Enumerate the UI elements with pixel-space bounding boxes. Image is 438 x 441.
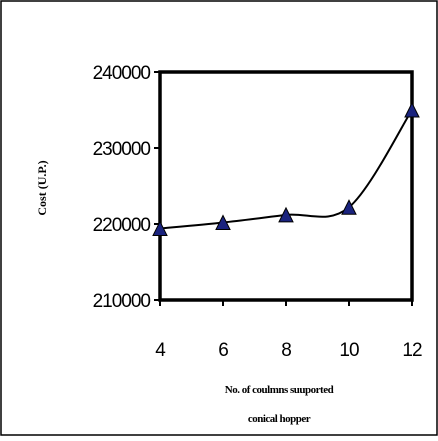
y-tick-label: 230000 <box>93 139 151 160</box>
y-tick-label: 210000 <box>93 291 151 312</box>
y-tick-label: 220000 <box>93 215 151 236</box>
y-axis-label: Cost (U.P.) <box>35 160 49 215</box>
data-point-marker <box>341 199 357 215</box>
x-axis-label-line-2: conical hopper <box>248 413 311 425</box>
x-tick-label: 4 <box>155 340 166 361</box>
x-tick-label: 12 <box>402 340 422 361</box>
data-point-marker <box>152 220 168 237</box>
data-point-marker <box>215 214 231 230</box>
x-tick-label: 10 <box>339 340 359 361</box>
x-axis-ticks: 4 6 8 10 12 <box>155 300 423 361</box>
y-axis-ticks: 210000 220000 230000 240000 <box>93 63 160 312</box>
data-point-marker <box>404 101 420 118</box>
x-axis-label-line-1: No. of coulmns suuported <box>225 384 334 396</box>
x-tick-label: 8 <box>281 340 291 361</box>
data-point-marker <box>278 206 294 223</box>
y-tick-label: 240000 <box>93 63 151 84</box>
x-tick-label: 6 <box>218 340 228 361</box>
series-line <box>159 109 413 230</box>
series-layer <box>152 101 420 237</box>
